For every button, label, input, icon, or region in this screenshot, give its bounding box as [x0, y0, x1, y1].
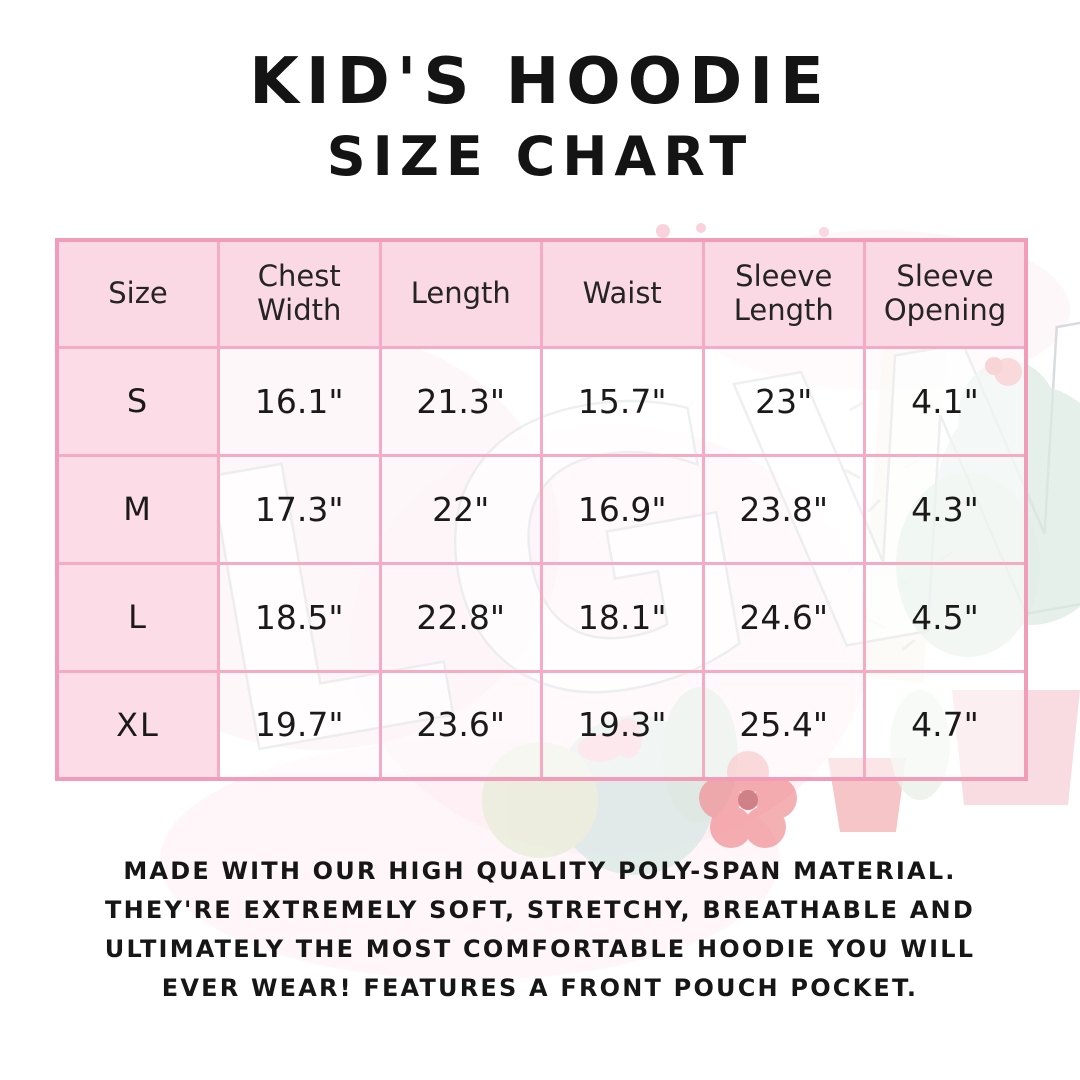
measurement-cell: 25.4" — [701, 669, 866, 781]
measurement-cell: 4.1" — [863, 345, 1028, 457]
measurement-cell: 19.7" — [217, 669, 382, 781]
measurement-cell: 22.8" — [378, 561, 543, 673]
description-line: MADE WITH OUR HIGH QUALITY POLY-SPAN MAT… — [123, 857, 957, 885]
measurement-cell: 23" — [701, 345, 866, 457]
measurement-cell: 23.6" — [378, 669, 543, 781]
measurement-cell: 4.3" — [863, 453, 1028, 565]
size-chart-table: Size Chest Width Length Waist Sleeve Len… — [55, 238, 1028, 781]
table-row-m: M 17.3" 22" 16.9" 23.8" 4.3" — [55, 453, 1028, 565]
description-line: ULTIMATELY THE MOST COMFORTABLE HOODIE Y… — [104, 935, 976, 963]
measurement-cell: 16.1" — [217, 345, 382, 457]
table-row-s: S 16.1" 21.3" 15.7" 23" 4.1" — [55, 345, 1028, 457]
measurement-cell: 18.1" — [540, 561, 705, 673]
table-row-xl: XL 19.7" 23.6" 19.3" 25.4" 4.7" — [55, 669, 1028, 781]
header-row: Size Chest Width Length Waist Sleeve Len… — [55, 238, 1028, 349]
header-cell-chest-width: Chest Width — [217, 238, 382, 349]
description-line: THEY'RE EXTREMELY SOFT, STRETCHY, BREATH… — [105, 896, 975, 924]
header-cell-size: Size — [55, 238, 220, 349]
header-cell-sleeve-opening: Sleeve Opening — [863, 238, 1028, 349]
size-cell: L — [55, 561, 220, 673]
description-line: EVER WEAR! FEATURES A FRONT POUCH POCKET… — [161, 974, 919, 1002]
measurement-cell: 22" — [378, 453, 543, 565]
size-cell: M — [55, 453, 220, 565]
size-cell: XL — [55, 669, 220, 781]
measurement-cell: 16.9" — [540, 453, 705, 565]
measurement-cell: 18.5" — [217, 561, 382, 673]
measurement-cell: 15.7" — [540, 345, 705, 457]
title-block: KID'S HOODIE SIZE CHART — [0, 50, 1080, 184]
measurement-cell: 24.6" — [701, 561, 866, 673]
measurement-cell: 21.3" — [378, 345, 543, 457]
size-cell: S — [55, 345, 220, 457]
material-description: MADE WITH OUR HIGH QUALITY POLY-SPAN MAT… — [30, 852, 1050, 1008]
header-cell-waist: Waist — [540, 238, 705, 349]
measurement-cell: 4.7" — [863, 669, 1028, 781]
header-cell-sleeve-length: Sleeve Length — [701, 238, 866, 349]
header-cell-length: Length — [378, 238, 543, 349]
measurement-cell: 4.5" — [863, 561, 1028, 673]
page-subtitle: SIZE CHART — [326, 125, 754, 188]
measurement-cell: 23.8" — [701, 453, 866, 565]
measurement-cell: 17.3" — [217, 453, 382, 565]
table-row-l: L 18.5" 22.8" 18.1" 24.6" 4.5" — [55, 561, 1028, 673]
measurement-cell: 19.3" — [540, 669, 705, 781]
page-title: KID'S HOODIE — [249, 45, 831, 119]
